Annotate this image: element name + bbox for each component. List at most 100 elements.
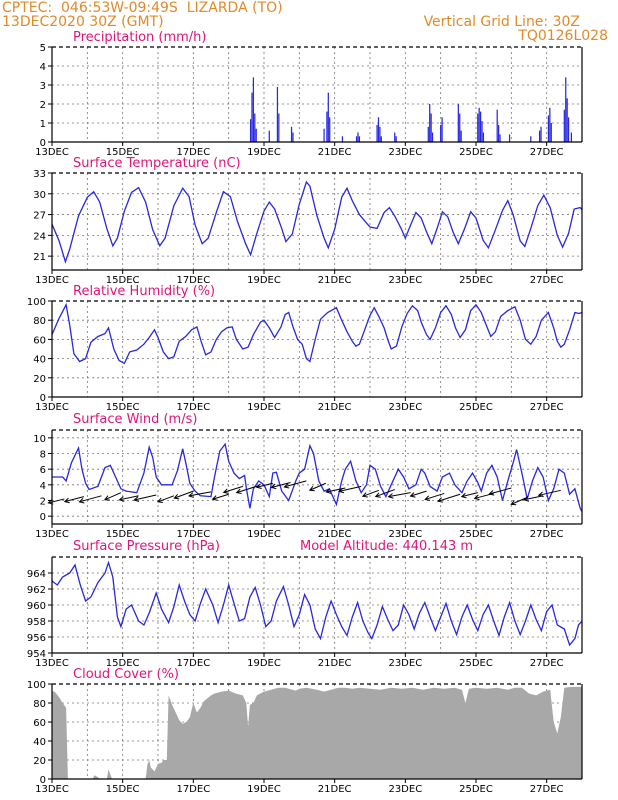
precip-bar xyxy=(327,92,329,142)
precip-bar xyxy=(540,126,542,142)
precip-bar xyxy=(459,113,461,142)
precip-bar xyxy=(497,124,500,142)
precip-bar xyxy=(566,98,568,142)
x-tick-label: 13DEC xyxy=(35,784,69,795)
header-line1: CPTEC: 046:53W-09:49S LIZARDA (TO) xyxy=(2,0,283,16)
y-tick-label: 60 xyxy=(33,335,46,346)
wind-arrow-shaft xyxy=(79,495,102,503)
y-tick-label: 4 xyxy=(40,62,46,73)
x-tick-label: 15DEC xyxy=(106,147,140,158)
precip-bar xyxy=(358,136,361,142)
x-tick-label: 19DEC xyxy=(247,147,281,158)
precip-bar xyxy=(538,130,541,142)
y-tick-label: 100 xyxy=(27,680,46,691)
precip-bar xyxy=(549,107,551,142)
wind-arrow-shaft xyxy=(64,496,84,503)
precip-bar xyxy=(276,86,279,142)
wind-arrow-shaft xyxy=(388,492,411,498)
precip-bar xyxy=(478,107,480,142)
wind-arrow-shaft xyxy=(538,489,561,496)
wind-arrow-head xyxy=(460,492,467,499)
x-tick-label: 17DEC xyxy=(176,529,210,540)
precip-bar xyxy=(427,126,429,142)
y-tick-label: 958 xyxy=(27,617,46,628)
x-tick-label: 21DEC xyxy=(318,658,352,669)
wind-arrow-shaft xyxy=(437,493,461,502)
wind-arrow-head xyxy=(374,492,381,498)
x-tick-label: 17DEC xyxy=(176,147,210,158)
precip-bar xyxy=(547,115,550,142)
wind-arrow-head xyxy=(424,495,431,501)
wind-arrow-head xyxy=(409,492,416,498)
panel-subtitle: Model Altitude: 440.143 m xyxy=(300,539,473,554)
x-tick-label: 19DEC xyxy=(247,402,281,413)
panel-title: Relative Humidity (%) xyxy=(73,284,215,299)
y-tick-label: 8 xyxy=(40,450,46,461)
y-tick-label: 2 xyxy=(40,100,46,111)
precip-bar xyxy=(255,128,257,142)
x-tick-label: 17DEC xyxy=(176,402,210,413)
precip-bar xyxy=(441,117,443,142)
model-code: TQ0126L028 xyxy=(518,28,608,44)
precip-bar xyxy=(457,104,459,142)
x-tick-label: 21DEC xyxy=(318,402,352,413)
wind-arrow-head xyxy=(308,486,315,492)
precip-bar xyxy=(563,109,565,142)
wind-arrow-head xyxy=(473,494,480,501)
panel-title: Cloud Cover (%) xyxy=(73,667,179,682)
wind-arrow-head xyxy=(537,491,544,498)
series-line xyxy=(51,180,583,264)
wind-arrow-shaft xyxy=(309,482,327,491)
y-tick-label: 956 xyxy=(27,633,46,644)
wind-arrow-shaft xyxy=(271,481,291,488)
wind-arrow-shaft xyxy=(256,482,273,488)
x-tick-label: 15DEC xyxy=(106,784,140,795)
wind-arrow-shaft xyxy=(119,495,139,501)
x-tick-label: 15DEC xyxy=(106,275,140,286)
x-tick-label: 25DEC xyxy=(459,147,493,158)
x-tick-label: 23DEC xyxy=(388,784,422,795)
precip-bar xyxy=(329,117,331,142)
panel-title: Surface Pressure (hPa) xyxy=(73,539,220,554)
y-tick-label: 0 xyxy=(40,775,46,786)
x-tick-label: 27DEC xyxy=(530,402,564,413)
x-tick-label: 13DEC xyxy=(35,147,69,158)
precip-bar xyxy=(482,132,485,142)
y-tick-label: 1 xyxy=(40,119,46,130)
series-line xyxy=(52,442,583,512)
wind-arrow-head xyxy=(437,497,444,503)
x-tick-label: 25DEC xyxy=(459,658,493,669)
wind-arrow-head xyxy=(78,497,85,504)
precip-bar xyxy=(379,126,381,142)
wind-arrow-head xyxy=(211,495,218,501)
wind-arrow-shaft xyxy=(461,492,478,498)
y-tick-label: 30 xyxy=(33,190,46,201)
wind-arrow-shaft xyxy=(223,485,243,493)
y-tick-label: 0 xyxy=(40,138,46,149)
y-tick-label: 24 xyxy=(33,231,46,242)
x-tick-label: 23DEC xyxy=(388,658,422,669)
wind-arrow-head xyxy=(325,488,332,494)
x-tick-label: 15DEC xyxy=(106,529,140,540)
y-tick-label: 3 xyxy=(40,81,46,92)
y-tick-label: 20 xyxy=(33,756,46,767)
x-tick-label: 17DEC xyxy=(176,784,210,795)
wind-arrow-head xyxy=(283,483,290,489)
precip-bar xyxy=(395,136,397,142)
x-tick-label: 27DEC xyxy=(530,784,564,795)
y-tick-label: 80 xyxy=(33,699,46,710)
wind-arrow-shaft xyxy=(157,495,175,503)
y-tick-label: 4 xyxy=(40,481,46,492)
precip-bar xyxy=(326,111,328,142)
x-tick-label: 15DEC xyxy=(106,402,140,413)
x-tick-label: 19DEC xyxy=(247,275,281,286)
x-tick-label: 27DEC xyxy=(530,658,564,669)
x-tick-label: 21DEC xyxy=(318,275,352,286)
y-tick-label: 10 xyxy=(33,434,46,445)
wind-arrow-head xyxy=(103,495,110,501)
x-tick-label: 27DEC xyxy=(530,529,564,540)
y-tick-label: 954 xyxy=(27,649,46,660)
wind-arrow-shaft xyxy=(48,498,65,504)
x-tick-label: 25DEC xyxy=(459,275,493,286)
